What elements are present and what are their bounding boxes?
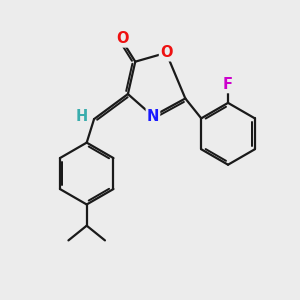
Text: H: H — [76, 109, 88, 124]
Text: O: O — [116, 32, 128, 46]
Text: O: O — [160, 45, 172, 60]
Text: N: N — [147, 109, 159, 124]
Text: F: F — [223, 77, 233, 92]
